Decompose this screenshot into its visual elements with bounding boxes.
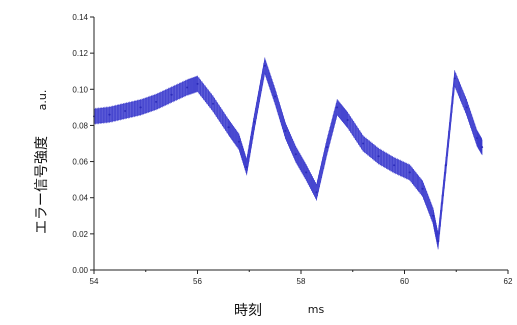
x-axis-unit: ms [308,303,325,316]
data-point [465,106,468,109]
series-texture-0 [93,57,482,250]
axes: 0.00 0.02 0.04 0.06 0.08 0.10 0.12 0.14 54 56 58 60… [72,13,513,286]
y-tick-label: 0.10 [72,85,88,94]
data-point [437,240,440,243]
data-point [284,129,287,132]
y-axis-title: エラー信号強度 [34,136,50,234]
data-point [237,140,240,143]
data-point [421,187,424,190]
data-point [294,153,297,156]
data-point [453,77,456,80]
series-band-0 [93,57,483,249]
data-point [336,106,339,109]
data-point [227,126,230,129]
x-tick-label: 60 [400,277,409,286]
x-tick-label: 56 [193,277,202,286]
data-point [263,64,266,67]
data-point [274,95,277,98]
x-tick-label: 54 [90,277,99,286]
data-point [444,164,447,167]
data-point [186,86,189,89]
x-tick-label: 62 [504,277,513,286]
data-point [432,214,434,217]
y-tick-label: 0.04 [72,194,88,203]
x-axis-title: 時刻 [234,303,262,319]
data-point [155,100,158,103]
y-tick-label: 0.02 [72,230,88,239]
y-tick-label: 0.14 [72,13,88,22]
data-point [481,146,484,149]
data-point [212,102,214,105]
data-point [245,166,248,168]
plot-area [93,57,484,250]
data-point [253,120,256,123]
data-point [377,155,380,158]
data-point [108,113,111,116]
y-tick-label: 0.06 [72,158,88,167]
data-point [346,119,349,121]
data-point [196,82,199,85]
data-point [408,171,411,174]
data-point [315,191,318,194]
data-point [362,142,365,145]
data-point [305,171,308,174]
y-tick-label: 0.12 [72,49,88,58]
data-point [393,164,396,167]
y-tick-label: 0.08 [72,121,88,130]
y-axis-unit: a.u. [36,90,49,111]
y-tick-label: 0.00 [72,266,88,275]
data-point [325,146,328,149]
data-point [475,137,478,140]
data-point [170,93,173,96]
x-tick-label: 58 [297,277,306,286]
data-point [124,110,127,112]
data-point [139,106,142,109]
